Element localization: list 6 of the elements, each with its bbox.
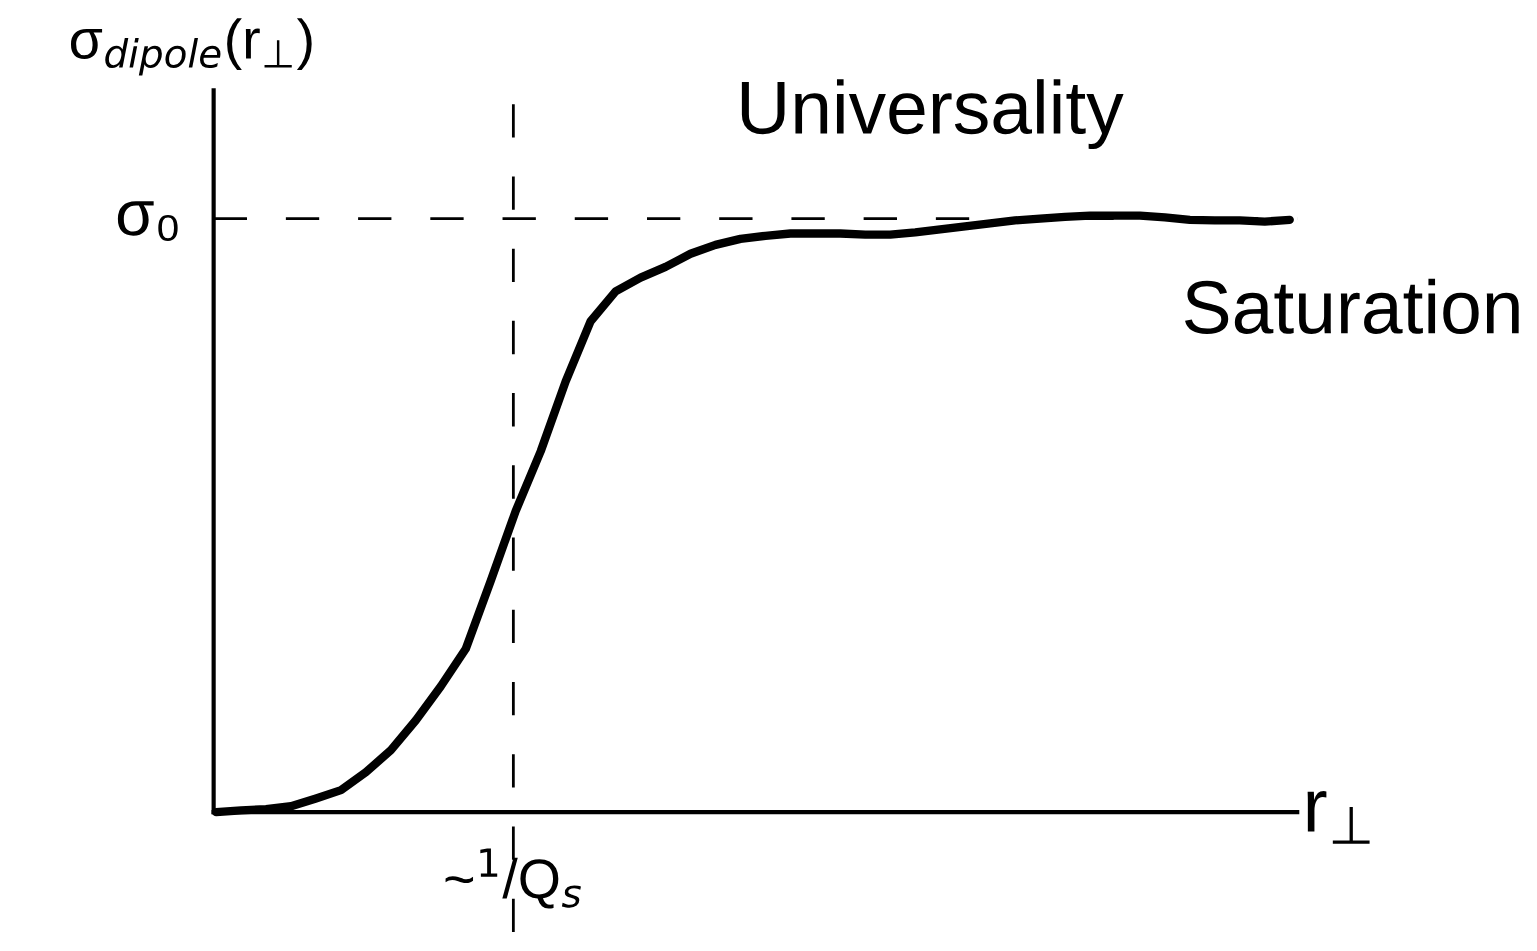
annotation: Saturation	[1185, 278, 1519, 334]
y-axis-title: σ$_{dipole}$(r$_{⊥}$)	[70, 18, 312, 76]
text: Universality	[741, 79, 1124, 150]
ref-line-label: σ₀	[117, 201, 178, 241]
text: ~$^{1}$/Q$_{s}$	[445, 848, 581, 909]
x-axis-title: r$_{⊥}$	[1307, 791, 1370, 844]
